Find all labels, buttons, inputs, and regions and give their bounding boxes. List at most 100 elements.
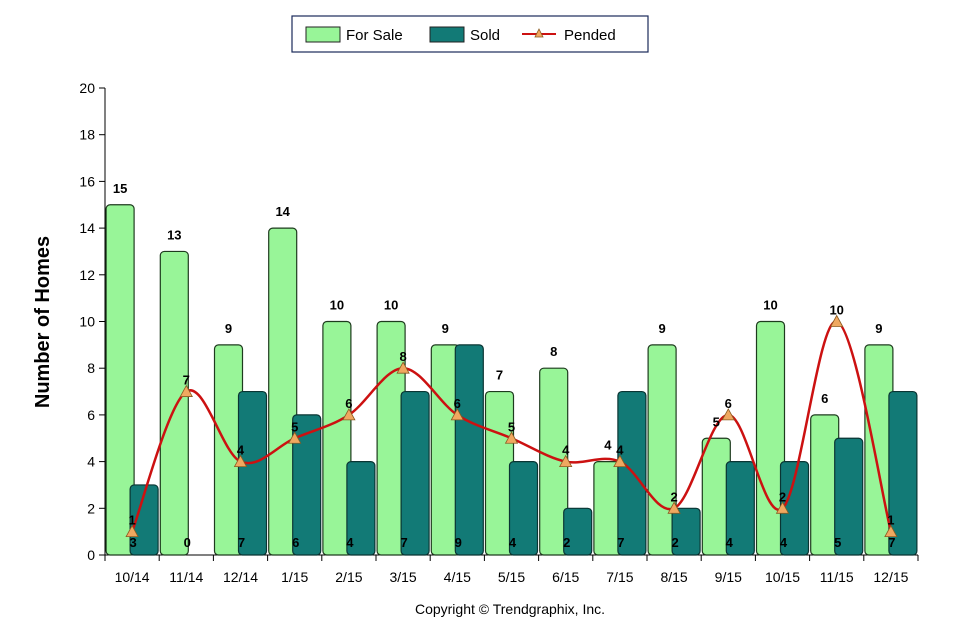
pended-marker (450, 408, 464, 421)
bar-sold (292, 414, 322, 556)
y-tick-label: 20 (79, 80, 95, 96)
label-sold: 2 (563, 535, 570, 550)
label-for-sale: 9 (442, 321, 449, 336)
bar-for-sale (159, 250, 189, 556)
label-for-sale: 4 (604, 438, 612, 453)
label-for-sale: 15 (113, 181, 127, 196)
label-sold: 5 (834, 535, 841, 550)
pended-marker (775, 501, 790, 514)
label-pended: 4 (616, 443, 624, 458)
label-for-sale: 9 (658, 321, 665, 336)
pended-marker (396, 361, 410, 374)
label-sold: 4 (726, 535, 734, 550)
legend-label-sold: Sold (470, 27, 500, 44)
label-for-sale: 8 (550, 344, 557, 359)
y-tick-label: 2 (87, 500, 95, 516)
y-tick-label: 18 (79, 127, 95, 143)
pended-marker (884, 524, 898, 538)
pended-marker (667, 501, 681, 514)
label-pended: 1 (887, 513, 894, 528)
label-sold: 4 (346, 535, 354, 550)
pended-marker (125, 524, 139, 538)
bar-sold (346, 461, 376, 556)
bar-sold (400, 390, 430, 556)
x-tick-label: 10/14 (115, 569, 150, 585)
y-tick-label: 10 (79, 314, 95, 330)
label-sold: 9 (455, 535, 462, 550)
pended-marker (342, 408, 356, 421)
y-tick-label: 16 (79, 173, 95, 189)
label-for-sale: 9 (225, 321, 232, 336)
x-tick-label: 11/14 (169, 569, 203, 585)
label-pended: 10 (829, 303, 843, 318)
label-for-sale: 9 (875, 321, 882, 336)
bar-for-sale (755, 320, 786, 556)
bar-sold (508, 461, 539, 556)
bars (105, 204, 918, 556)
x-tick-label: 8/15 (660, 569, 687, 585)
legend-swatch-for-sale (305, 26, 341, 43)
label-for-sale: 7 (496, 368, 503, 383)
pended-marker (830, 314, 844, 327)
label-pended: 1 (128, 513, 135, 528)
label-pended: 4 (562, 443, 570, 458)
label-sold: 4 (509, 535, 517, 550)
value-labels: 1531309714610410799748247925410465971745… (113, 181, 896, 550)
x-tick-label: 12/14 (223, 569, 258, 585)
label-sold: 6 (292, 535, 299, 550)
label-pended: 4 (237, 443, 245, 458)
label-sold: 7 (617, 535, 624, 550)
x-tick-label: 1/15 (281, 569, 308, 585)
label-for-sale: 10 (330, 298, 344, 313)
y-axis-label: Number of Homes (32, 236, 54, 408)
pended-marker (613, 454, 627, 468)
label-pended: 2 (779, 489, 786, 504)
label-sold: 7 (400, 535, 407, 550)
x-tick-label: 10/15 (765, 569, 800, 585)
y-tick-label: 14 (79, 220, 95, 236)
copyright-footer: Copyright © Trendgraphix, Inc. (415, 601, 605, 617)
x-tick-label: 7/15 (606, 569, 633, 585)
x-tick-label: 6/15 (552, 569, 579, 585)
y-tick-label: 6 (87, 407, 95, 423)
label-pended: 2 (670, 489, 677, 504)
bar-sold (725, 461, 755, 556)
label-sold: 3 (129, 535, 136, 550)
pended-line (125, 314, 898, 538)
label-pended: 8 (399, 349, 406, 364)
label-sold: 7 (238, 535, 245, 550)
label-for-sale: 6 (821, 391, 828, 406)
legend-swatch-sold (429, 26, 465, 43)
pended-marker (721, 408, 735, 421)
label-sold: 0 (184, 535, 191, 550)
bar-for-sale (268, 227, 298, 556)
legend-box (291, 15, 649, 53)
bar-sold (237, 390, 268, 556)
x-tick-label: 2/15 (335, 569, 362, 585)
label-for-sale: 14 (275, 204, 290, 219)
y-tick-label: 8 (87, 360, 95, 376)
bar-sold (563, 507, 593, 556)
y-tick-label: 0 (87, 547, 95, 563)
bar-sold (888, 390, 918, 556)
y-tick-label: 4 (87, 454, 95, 470)
bar-sold (834, 437, 864, 556)
legend-marker-pended (534, 28, 544, 38)
legend-label-for-sale: For Sale (346, 27, 403, 44)
x-tick-label: 11/15 (820, 569, 854, 585)
x-tick-label: 4/15 (444, 569, 471, 585)
label-for-sale: 10 (763, 298, 777, 313)
x-tick-label: 9/15 (715, 569, 742, 585)
bar-sold (129, 484, 159, 556)
legend: For Sale Sold Pended (291, 15, 649, 53)
label-pended: 7 (183, 373, 190, 388)
x-tick-label: 5/15 (498, 569, 525, 585)
label-sold: 2 (671, 535, 678, 550)
label-for-sale: 13 (167, 227, 181, 242)
label-pended: 5 (508, 419, 515, 434)
bar-for-sale (105, 204, 135, 556)
y-tick-label: 12 (79, 267, 95, 283)
x-tick-label: 12/15 (873, 569, 908, 585)
